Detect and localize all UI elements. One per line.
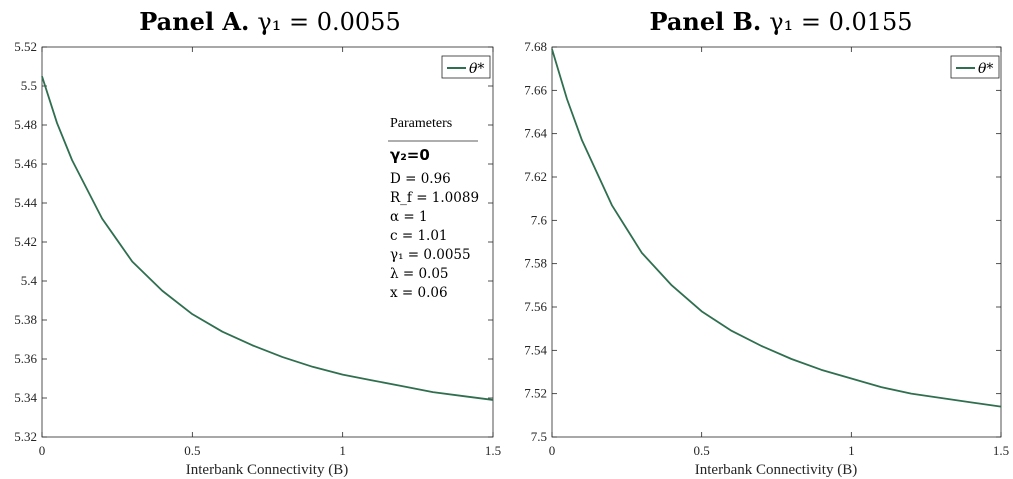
series-line-theta-star — [551, 48, 1002, 408]
x-tick-label: 0 — [549, 443, 556, 458]
y-tick-label: 7.68 — [524, 39, 547, 54]
y-tick-label: 5.4 — [21, 273, 38, 288]
x-tick-label: 1 — [848, 443, 855, 458]
x-tick-label: 0 — [39, 443, 46, 458]
y-tick-label: 5.46 — [14, 156, 37, 171]
parameters-box: Parameters γ₂=0 D = 0.96 R_f = 1.0089 α … — [388, 116, 479, 301]
y-tick-label: 5.44 — [14, 195, 37, 210]
panel-a: Panel A. γ₁ = 0.0055 0 0.5 1 1.5 5.32 5.34 5.36… — [14, 7, 501, 478]
panel-b-legend: θ* — [950, 55, 1000, 79]
parameter-line: R_f = 1.0089 — [390, 190, 479, 206]
y-tick-label: 5.48 — [14, 117, 37, 132]
y-tick-label: 5.32 — [14, 429, 37, 444]
panel-a-legend: θ* — [441, 55, 491, 79]
panel-a-title: Panel A. γ₁ = 0.0055 — [139, 7, 400, 36]
x-tick-label: 0.5 — [694, 443, 710, 458]
parameter-gamma2: γ₂=0 — [390, 146, 430, 164]
y-tick-label: 7.62 — [524, 169, 547, 184]
x-tick-label: 0.5 — [184, 443, 200, 458]
x-tick-label: 1.5 — [993, 443, 1009, 458]
y-tick-label: 5.52 — [14, 39, 37, 54]
parameter-line: α = 1 — [390, 209, 428, 225]
series-line-theta-star — [41, 75, 494, 401]
parameter-line: λ = 0.05 — [390, 266, 449, 282]
legend-label: θ* — [978, 61, 993, 77]
parameter-line: D = 0.96 — [390, 171, 451, 187]
y-tick-label: 7.6 — [531, 212, 548, 227]
y-tick-label: 5.36 — [14, 351, 37, 366]
y-tick-label: 7.5 — [531, 429, 547, 444]
parameters-heading: Parameters — [390, 116, 452, 131]
x-tick-label: 1 — [339, 443, 346, 458]
y-tick-label: 7.52 — [524, 386, 547, 401]
x-tick-label: 1.5 — [485, 443, 501, 458]
y-tick-label: 5.5 — [21, 78, 37, 93]
y-tick-label: 5.34 — [14, 390, 37, 405]
y-tick-label: 7.64 — [524, 126, 547, 141]
panel-b-x-axis-label: Interbank Connectivity (B) — [695, 462, 857, 478]
y-tick-label: 7.56 — [524, 299, 547, 314]
legend-label: θ* — [469, 61, 484, 77]
panel-b: Panel B. γ₁ = 0.0155 0 0.5 1 1.5 7.5 7.52 7.54 7… — [524, 7, 1009, 478]
parameter-line: γ₁ = 0.0055 — [390, 247, 471, 263]
y-tick-label: 7.58 — [524, 256, 547, 271]
axes-frame — [551, 46, 1002, 438]
panel-a-plot-area: 0 0.5 1 1.5 5.32 5.34 5.36 5.38 5.4 5.42 5.44 5.46 5… — [14, 39, 501, 458]
y-tick-label: 7.66 — [524, 82, 547, 97]
panel-a-x-axis-label: Interbank Connectivity (B) — [186, 462, 348, 478]
y-tick-label: 5.38 — [14, 312, 37, 327]
panel-b-plot-area: 0 0.5 1 1.5 7.5 7.52 7.54 7.56 7.58 7.6 7.62 7.64 7.… — [524, 39, 1009, 458]
panel-b-title: Panel B. γ₁ = 0.0155 — [649, 7, 912, 36]
y-tick-label: 5.42 — [14, 234, 37, 249]
y-tick-label: 7.54 — [524, 342, 547, 357]
parameter-line: c = 1.01 — [390, 228, 448, 244]
parameter-line: x = 0.06 — [390, 285, 448, 301]
